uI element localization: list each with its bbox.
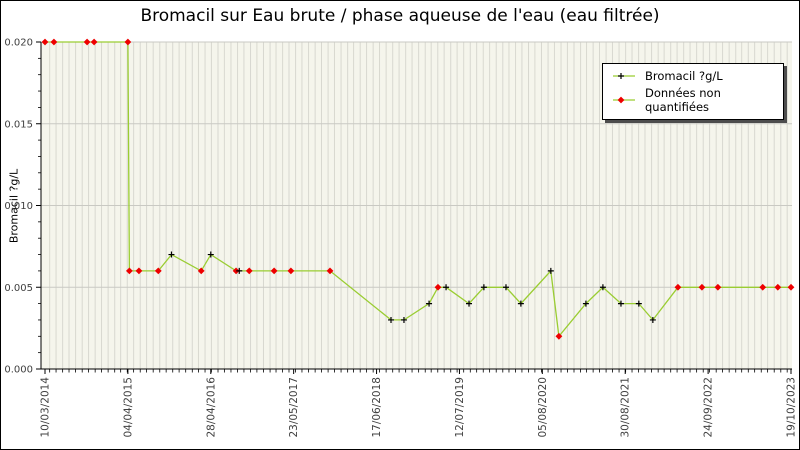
- data-point-quantified: [466, 300, 473, 307]
- non-quantified-diamond-marker-icon: [613, 96, 635, 104]
- data-point-non-quantified: [774, 283, 782, 291]
- data-point-non-quantified: [197, 267, 205, 275]
- x-tick-label: 28/04/2016: [205, 377, 217, 438]
- legend: Bromacil ?g/L Données non quantifiées: [602, 63, 784, 120]
- data-point-quantified: [649, 316, 656, 323]
- data-point-quantified: [388, 316, 395, 323]
- data-point-non-quantified: [759, 283, 767, 291]
- data-point-quantified: [617, 300, 624, 307]
- legend-item-non-quantified: Données non quantifiées: [611, 86, 775, 114]
- data-point-non-quantified: [135, 267, 143, 275]
- x-tick-label: 12/07/2019: [454, 377, 466, 438]
- data-point-non-quantified: [50, 38, 58, 46]
- data-point-non-quantified: [90, 38, 98, 46]
- y-tick-label: 0.010: [4, 201, 33, 212]
- y-tick-label: 0.000: [4, 365, 33, 376]
- data-point-non-quantified: [287, 267, 295, 275]
- x-tick-label: 10/03/2014: [40, 377, 52, 438]
- x-minor-ticks: [49, 369, 788, 373]
- data-point-non-quantified: [714, 283, 722, 291]
- data-point-non-quantified: [674, 283, 682, 291]
- series-plus-marker-icon: [613, 73, 635, 79]
- y-axis-ticks: 0.000 0.005 0.010 0.015 0.020: [4, 38, 41, 376]
- x-axis-ticks: 10/03/2014 04/04/2015 28/04/2016 23/05/2017…: [40, 369, 798, 438]
- data-point-non-quantified: [270, 267, 278, 275]
- data-point-non-quantified: [787, 283, 795, 291]
- legend-label-series: Bromacil ?g/L: [645, 69, 723, 83]
- data-point-non-quantified: [326, 267, 334, 275]
- data-point-quantified: [400, 316, 407, 323]
- data-point-quantified: [582, 300, 589, 307]
- data-point-quantified: [426, 300, 433, 307]
- x-tick-label: 04/04/2015: [122, 377, 134, 438]
- data-point-non-quantified: [83, 38, 91, 46]
- data-point-quantified: [480, 284, 487, 291]
- data-point-non-quantified: [434, 283, 442, 291]
- data-point-quantified: [236, 267, 243, 274]
- data-point-non-quantified: [698, 283, 706, 291]
- x-tick-label: 17/06/2018: [371, 377, 383, 438]
- data-point-non-quantified: [125, 267, 133, 275]
- y-tick-label: 0.005: [4, 283, 33, 294]
- data-point-non-quantified: [154, 267, 162, 275]
- legend-item-series: Bromacil ?g/L: [611, 69, 775, 83]
- data-points: [41, 38, 795, 340]
- x-tick-label: 30/08/2021: [620, 377, 632, 438]
- data-point-non-quantified: [232, 267, 240, 275]
- x-tick-label: 19/10/2023: [786, 377, 798, 438]
- data-point-quantified: [168, 251, 175, 258]
- data-point-quantified: [547, 267, 554, 274]
- x-tick-label: 23/05/2017: [288, 377, 300, 438]
- x-tick-label: 05/08/2020: [537, 377, 549, 438]
- data-point-quantified: [207, 251, 214, 258]
- y-tick-label: 0.020: [4, 38, 33, 49]
- data-point-non-quantified: [555, 332, 563, 340]
- data-point-quantified: [502, 284, 509, 291]
- y-tick-label: 0.015: [4, 119, 33, 130]
- x-tick-label: 24/09/2022: [703, 377, 715, 438]
- legend-label-non-quantified: Données non quantifiées: [645, 86, 721, 114]
- data-point-quantified: [635, 300, 642, 307]
- data-point-quantified: [517, 300, 524, 307]
- data-point-non-quantified: [41, 38, 49, 46]
- data-point-non-quantified: [245, 267, 253, 275]
- chart-title: Bromacil sur Eau brute / phase aqueuse d…: [140, 6, 660, 26]
- data-point-quantified: [443, 284, 450, 291]
- data-point-non-quantified: [124, 38, 132, 46]
- horizontal-gridlines: [41, 41, 792, 288]
- data-point-quantified: [599, 284, 606, 291]
